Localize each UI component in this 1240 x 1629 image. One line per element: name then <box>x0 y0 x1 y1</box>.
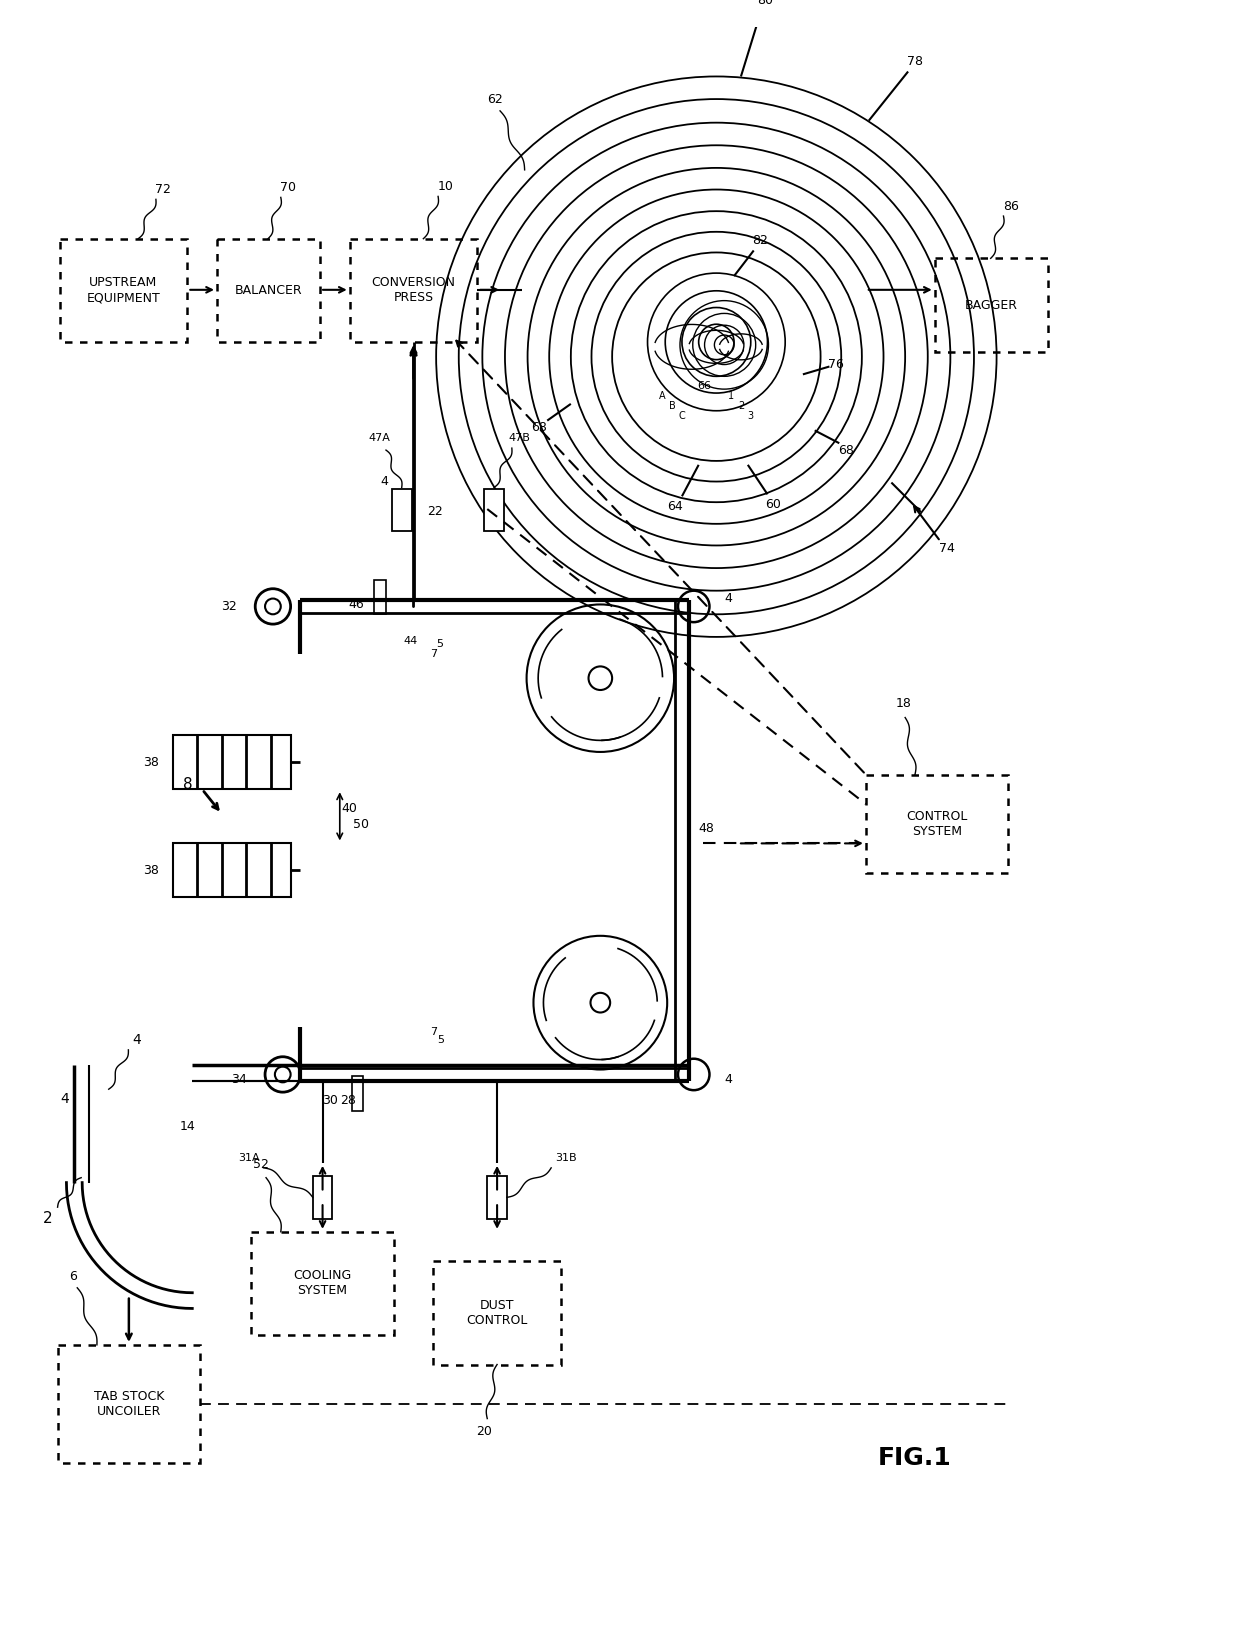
FancyBboxPatch shape <box>433 1261 560 1365</box>
Text: 48: 48 <box>698 823 714 836</box>
Text: 68: 68 <box>532 420 547 433</box>
Text: 78: 78 <box>906 55 923 68</box>
Text: 62: 62 <box>487 93 503 106</box>
Text: 7: 7 <box>429 648 436 658</box>
FancyBboxPatch shape <box>935 259 1048 352</box>
Text: 20: 20 <box>476 1425 492 1438</box>
FancyBboxPatch shape <box>60 239 187 342</box>
Text: 4: 4 <box>381 476 388 489</box>
Text: 4: 4 <box>60 1091 69 1106</box>
Text: 47A: 47A <box>368 433 391 443</box>
Bar <box>485 489 503 531</box>
Text: 76: 76 <box>828 358 844 371</box>
Text: TAB STOCK
UNCOILER: TAB STOCK UNCOILER <box>94 1390 164 1417</box>
Text: 40: 40 <box>342 801 357 814</box>
Bar <box>352 1077 363 1111</box>
Text: 1: 1 <box>728 391 734 401</box>
Text: COOLING
SYSTEM: COOLING SYSTEM <box>294 1269 352 1297</box>
Text: BALANCER: BALANCER <box>234 283 303 296</box>
FancyBboxPatch shape <box>172 735 290 790</box>
Text: 50: 50 <box>353 818 370 831</box>
Text: 18: 18 <box>895 697 911 710</box>
Text: 5: 5 <box>436 639 444 648</box>
Text: 6: 6 <box>69 1269 77 1282</box>
FancyBboxPatch shape <box>866 774 1008 873</box>
Text: 2: 2 <box>43 1212 52 1227</box>
Text: 3: 3 <box>748 411 754 420</box>
Text: 5: 5 <box>438 1034 445 1046</box>
Text: 22: 22 <box>428 505 443 518</box>
Text: 80: 80 <box>758 0 774 7</box>
Text: 28: 28 <box>340 1095 356 1108</box>
Text: 46: 46 <box>348 598 365 611</box>
Text: CONVERSION
PRESS: CONVERSION PRESS <box>372 277 455 305</box>
Text: 31A: 31A <box>238 1153 259 1163</box>
Text: A: A <box>658 391 666 401</box>
Bar <box>312 1176 332 1218</box>
Text: 38: 38 <box>143 863 159 876</box>
Text: FIG.1: FIG.1 <box>878 1447 952 1469</box>
Text: 10: 10 <box>438 181 454 194</box>
Text: UPSTREAM
EQUIPMENT: UPSTREAM EQUIPMENT <box>87 277 160 305</box>
Text: 64: 64 <box>667 500 683 513</box>
Text: 70: 70 <box>280 181 295 194</box>
Text: 2: 2 <box>738 401 744 411</box>
Text: 44: 44 <box>403 635 418 645</box>
Text: C: C <box>678 411 686 420</box>
Text: BAGGER: BAGGER <box>965 298 1018 311</box>
Text: 60: 60 <box>765 498 781 510</box>
Text: 86: 86 <box>1003 200 1019 213</box>
Text: 47B: 47B <box>508 433 531 443</box>
Bar <box>392 489 412 531</box>
Text: 14: 14 <box>180 1121 195 1134</box>
Bar <box>487 1176 507 1218</box>
Text: 32: 32 <box>221 599 237 613</box>
Text: 30: 30 <box>322 1095 337 1108</box>
Text: 38: 38 <box>143 756 159 769</box>
Text: 8: 8 <box>182 777 192 792</box>
FancyBboxPatch shape <box>217 239 320 342</box>
FancyBboxPatch shape <box>350 239 477 342</box>
Text: 66: 66 <box>698 381 712 391</box>
FancyBboxPatch shape <box>172 844 290 898</box>
Text: 4: 4 <box>724 1074 732 1087</box>
Text: 82: 82 <box>751 235 768 248</box>
Text: 4: 4 <box>131 1033 140 1047</box>
Bar <box>374 580 386 614</box>
Text: 31B: 31B <box>556 1153 577 1163</box>
Text: 34: 34 <box>231 1074 247 1087</box>
Text: 72: 72 <box>155 182 171 195</box>
Text: B: B <box>668 401 676 411</box>
Text: 52: 52 <box>253 1158 269 1171</box>
Text: 68: 68 <box>838 443 854 456</box>
Text: 74: 74 <box>940 542 955 555</box>
Text: CONTROL
SYSTEM: CONTROL SYSTEM <box>906 810 967 837</box>
FancyBboxPatch shape <box>252 1232 394 1336</box>
Text: 7: 7 <box>429 1028 436 1038</box>
Text: 4: 4 <box>724 591 732 604</box>
FancyBboxPatch shape <box>57 1346 200 1463</box>
Text: DUST
CONTROL: DUST CONTROL <box>466 1298 528 1328</box>
